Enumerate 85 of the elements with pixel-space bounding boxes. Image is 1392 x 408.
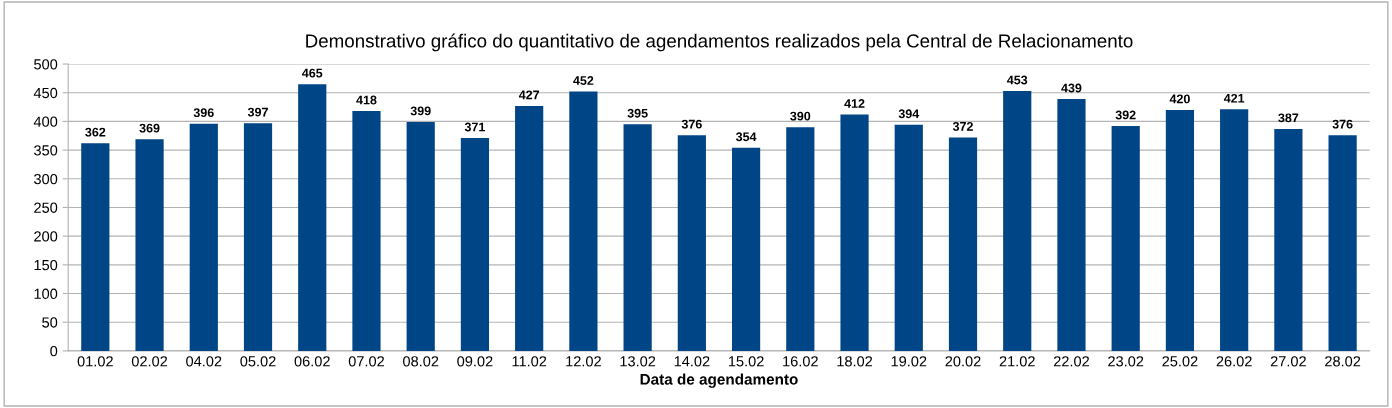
bar: [243, 123, 273, 351]
x-tick-label: 04.02: [186, 356, 222, 367]
x-tick-label: 22.02: [1053, 356, 1089, 367]
data-label: 397: [247, 107, 268, 117]
x-tick-label: 16.02: [783, 356, 818, 367]
x-tick-label: 27.02: [1270, 356, 1306, 367]
x-tick-label: 23.02: [1108, 356, 1144, 367]
y-tick-label: 250: [34, 202, 58, 213]
bar: [840, 114, 869, 351]
data-label: 371: [464, 122, 486, 132]
data-label: 390: [790, 111, 811, 121]
y-tick-label: 0: [50, 345, 58, 357]
data-label: 396: [193, 108, 214, 118]
y-tick-label: 450: [33, 87, 58, 99]
data-label: 362: [85, 127, 106, 137]
x-tick-label: 18.02: [837, 356, 873, 367]
bar: [460, 138, 490, 351]
x-tick-label: 08.02: [403, 356, 439, 367]
data-label: 369: [139, 123, 160, 133]
x-tick-label: 06.02: [294, 356, 330, 367]
bar: [1274, 128, 1303, 351]
bar: [135, 139, 164, 351]
bar: [298, 84, 327, 351]
x-tick-label: 07.02: [348, 356, 384, 367]
data-label: 354: [735, 132, 757, 142]
x-tick-label: 13.02: [620, 356, 656, 367]
bar: [948, 137, 978, 351]
data-label: 452: [573, 76, 594, 85]
data-label: 395: [627, 108, 648, 118]
data-label: 412: [844, 99, 865, 108]
x-tick-label: 11.02: [512, 356, 547, 367]
y-tick-label: 400: [33, 116, 58, 127]
data-label: 387: [1278, 113, 1299, 123]
data-label: 439: [1061, 83, 1082, 93]
data-label: 427: [518, 90, 540, 100]
bar: [569, 91, 598, 351]
y-tick-label: 100: [34, 288, 58, 299]
data-label: 399: [410, 106, 431, 116]
bar: [406, 121, 435, 351]
x-tick-label: 12.02: [566, 356, 601, 367]
bar: [515, 105, 544, 351]
data-label: 376: [1332, 119, 1353, 129]
x-tick-label: 05.02: [240, 356, 276, 367]
x-tick-label: 15.02: [728, 356, 764, 367]
data-label: 392: [1115, 110, 1136, 120]
y-tick-label: 200: [34, 231, 58, 242]
x-tick-label: 20.02: [945, 356, 981, 367]
x-tick-label: 02.02: [131, 356, 168, 367]
y-tick-label: 500: [34, 59, 58, 70]
x-tick-label: 01.02: [77, 356, 113, 367]
x-axis-title: Data de agendamento: [640, 373, 798, 388]
bar: [677, 135, 706, 351]
bar: [623, 124, 652, 351]
y-tick-label: 50: [42, 317, 58, 328]
bar: [731, 147, 761, 351]
bar: [1328, 135, 1357, 351]
bar: [786, 127, 815, 351]
chart-title: Demonstrativo gráfico do quantitativo de agendamentos realizados pela Central de Relacionamento: [306, 33, 1133, 52]
x-tick-label: 26.02: [1216, 356, 1252, 367]
bar: [81, 143, 110, 351]
y-tick-label: 150: [34, 259, 58, 271]
data-label: 418: [356, 95, 377, 105]
bar: [189, 123, 218, 351]
bar: [1057, 99, 1086, 351]
bar: [1165, 109, 1195, 351]
x-tick-label: 21.02: [999, 356, 1035, 367]
bar: [1220, 109, 1249, 351]
data-label: 420: [1169, 94, 1190, 104]
y-tick-label: 350: [34, 145, 58, 156]
x-tick-label: 19.02: [891, 356, 927, 367]
data-label: 465: [302, 68, 323, 78]
x-tick-label: 09.02: [457, 356, 493, 367]
data-label: 372: [952, 121, 973, 131]
data-label: 453: [1007, 75, 1028, 85]
data-label: 376: [681, 119, 702, 129]
x-tick-label: 25.02: [1162, 356, 1198, 367]
x-tick-label: 28.02: [1325, 356, 1361, 367]
data-label: 421: [1223, 93, 1245, 103]
bar: [1111, 126, 1140, 351]
bar: [1003, 91, 1032, 351]
y-tick-label: 300: [34, 173, 58, 185]
bar: [894, 124, 923, 351]
x-tick-label: 14.02: [674, 356, 710, 367]
data-label: 394: [898, 109, 920, 119]
bar: [352, 111, 381, 351]
